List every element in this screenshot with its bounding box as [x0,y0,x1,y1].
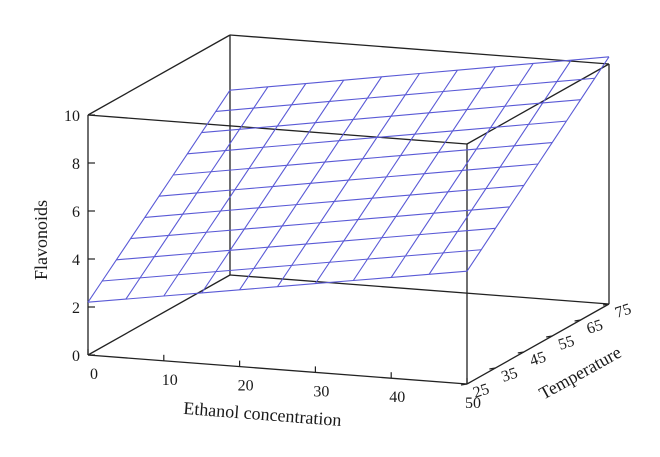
surface-line-x-45 [428,59,572,275]
x-tick-label-20: 20 [238,378,254,395]
surface-line-x-25 [277,73,420,288]
surface-line-x-5 [125,86,269,300]
surface-line-x-40 [390,63,534,278]
z-tick-label-6: 6 [72,204,80,221]
surface-line-x-20 [239,76,383,291]
surface-line-x-50 [466,56,610,272]
y-tick-65 [574,319,581,322]
z-tick-label-8: 8 [72,156,80,173]
frame-edge-7 [229,34,610,65]
x-tick-label-0: 0 [90,366,98,383]
frame-edge-0 [87,354,468,385]
y-tick-45 [517,351,524,354]
surface-line-x-0 [87,89,231,303]
y-tick-25 [460,383,468,386]
z-tick-label-4: 4 [72,252,80,269]
x-tick-label-10: 10 [162,372,178,389]
frame-edge-3 [229,274,610,305]
z-tick-label-10: 10 [64,108,80,125]
frame-edge-4 [87,114,468,145]
surface-line-x-35 [352,66,496,281]
x-tick-label-40: 40 [389,389,405,406]
surface-line-x-15 [201,79,345,294]
y-tick-label-45: 45 [528,349,548,370]
x-tick-label-30: 30 [313,383,329,400]
y-tick-label-55: 55 [556,333,576,354]
frame-edge-1 [87,274,231,356]
x-tick-label-50: 50 [465,395,481,412]
z-tick-label-2: 2 [72,300,80,317]
x-axis-title: Ethanol concentration [183,398,343,430]
axis-ticks [87,114,610,386]
response-surface [87,56,610,303]
y-tick-75 [602,303,610,306]
y-tick-35 [489,367,496,370]
frame-edge-2 [466,303,610,385]
surface-line-x-10 [163,83,307,297]
surface-line-x-30 [314,69,458,284]
y-tick-55 [546,335,553,338]
y-tick-label-65: 65 [585,317,605,338]
plot-box-frame [87,34,610,385]
y-tick-label-75: 75 [613,301,633,322]
z-axis-title: Flavonoids [31,200,51,280]
frame-edge-5 [87,34,231,116]
y-tick-label-25: 25 [471,381,491,402]
y-axis-title: Temperature [536,342,625,403]
frame-edge-6 [466,63,610,145]
z-tick-label-0: 0 [72,348,80,365]
y-tick-label-35: 35 [499,365,519,386]
